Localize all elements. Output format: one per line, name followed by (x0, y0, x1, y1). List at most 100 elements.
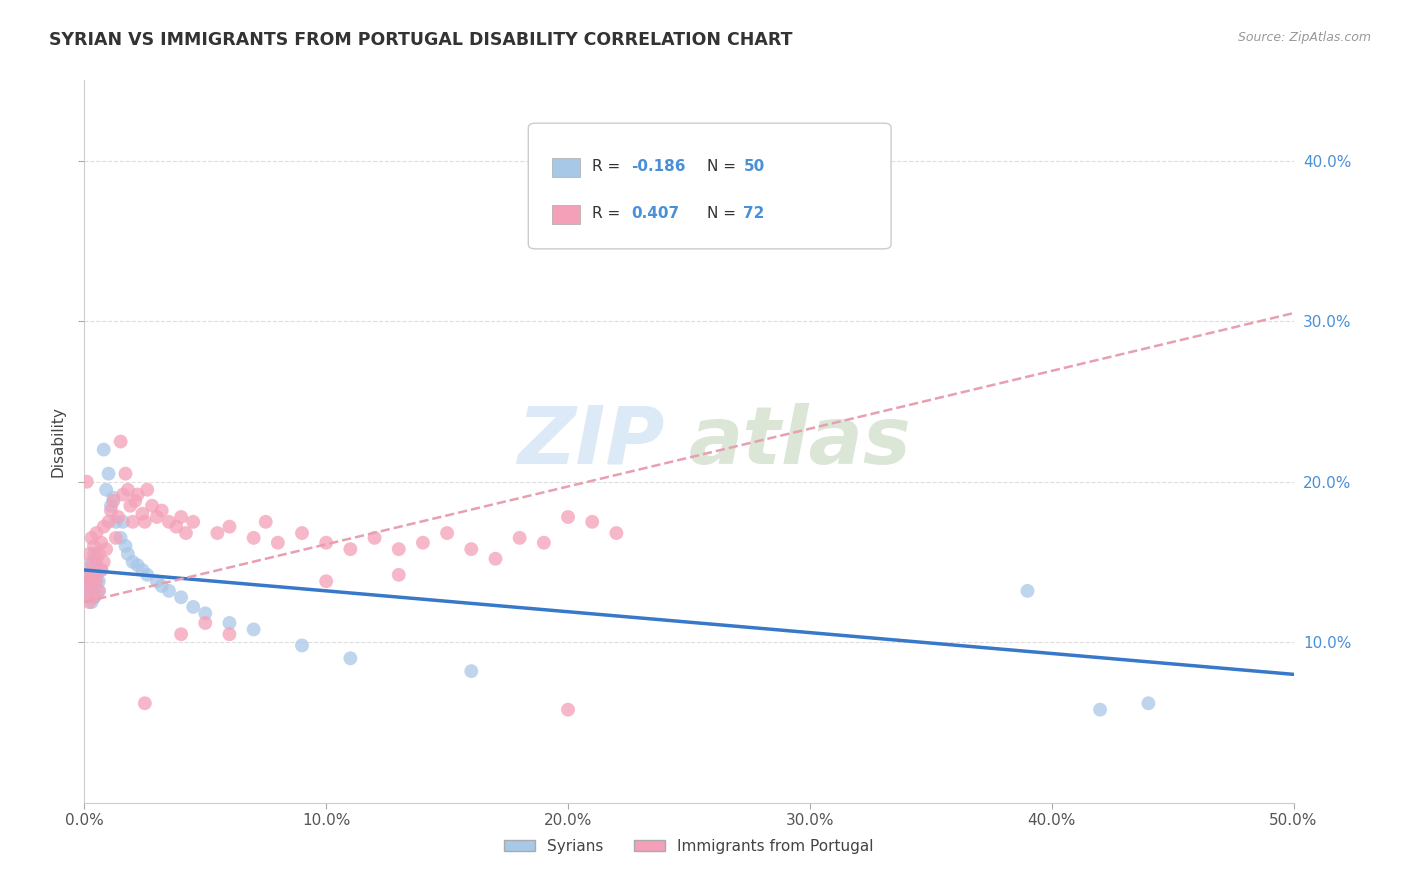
Point (93, 442, 115, 457)
Point (103, 491, 125, 505)
Point (170, 591, 193, 605)
Point (131, 563, 153, 577)
Point (181, 515, 204, 529)
Point (83, 571, 105, 585)
Point (97, 467, 120, 481)
Point (110, 434, 132, 449)
Point (100, 503, 122, 517)
Point (388, 542, 411, 557)
Point (1137, 696, 1160, 710)
Point (460, 542, 482, 557)
Point (339, 651, 361, 665)
Point (117, 547, 139, 561)
Point (104, 531, 127, 545)
Point (77, 595, 100, 609)
Point (581, 515, 603, 529)
Point (218, 519, 240, 533)
Point (117, 483, 139, 497)
Point (134, 696, 156, 710)
Point (146, 574, 169, 589)
Point (87, 547, 110, 561)
Point (291, 526, 314, 541)
Point (90, 563, 112, 577)
Point (93, 519, 115, 533)
Text: Source: ZipAtlas.com: Source: ZipAtlas.com (1237, 31, 1371, 45)
Point (77, 574, 100, 589)
Text: R =: R = (592, 160, 624, 174)
Point (104, 515, 127, 529)
Point (484, 551, 506, 566)
Point (77, 547, 100, 561)
Point (86, 571, 108, 585)
Point (157, 583, 180, 598)
Point (254, 515, 277, 529)
Point (557, 510, 579, 524)
Point (120, 499, 142, 513)
Text: SYRIAN VS IMMIGRANTS FROM PORTUGAL DISABILITY CORRELATION CHART: SYRIAN VS IMMIGRANTS FROM PORTUGAL DISAB… (49, 31, 793, 49)
Point (86, 574, 108, 589)
Point (557, 703, 579, 717)
Point (80, 577, 103, 591)
Point (127, 558, 149, 573)
Point (83, 547, 105, 561)
Point (509, 531, 531, 545)
Point (218, 627, 240, 641)
Point (363, 531, 385, 545)
Y-axis label: Disability: Disability (51, 406, 66, 477)
Point (103, 494, 125, 508)
Point (76, 587, 98, 601)
Point (112, 487, 135, 501)
Point (267, 535, 290, 549)
Text: 50: 50 (744, 160, 765, 174)
Point (181, 599, 204, 614)
Point (87, 574, 110, 589)
Legend: Syrians, Immigrants from Portugal: Syrians, Immigrants from Portugal (498, 833, 880, 860)
Point (146, 510, 169, 524)
Point (76, 579, 98, 593)
Point (94, 542, 117, 557)
Point (533, 535, 555, 549)
Point (93, 555, 115, 569)
Text: -0.186: -0.186 (631, 160, 686, 174)
Point (80, 595, 103, 609)
Point (77, 582, 100, 597)
Point (76, 571, 98, 585)
Point (315, 574, 337, 589)
Point (315, 535, 337, 549)
Text: ZIP: ZIP (517, 402, 665, 481)
Point (90, 535, 112, 549)
Point (134, 515, 156, 529)
Point (174, 526, 197, 541)
Point (83, 579, 105, 593)
Point (112, 515, 135, 529)
Point (194, 615, 217, 630)
Point (77, 574, 100, 589)
Point (77, 591, 100, 605)
Point (80, 583, 103, 598)
Point (86, 551, 108, 566)
Point (114, 539, 136, 553)
Point (87, 583, 110, 598)
Point (460, 664, 482, 678)
Point (80, 579, 103, 593)
Point (121, 555, 143, 569)
Point (150, 503, 173, 517)
Point (412, 535, 434, 549)
Point (80, 531, 103, 545)
Point (86, 558, 108, 573)
Text: N =: N = (707, 206, 741, 221)
Point (1088, 703, 1111, 717)
Point (1017, 583, 1039, 598)
Text: atlas: atlas (689, 402, 911, 481)
Point (110, 531, 132, 545)
Point (80, 563, 103, 577)
Point (218, 615, 240, 630)
Point (83, 539, 105, 553)
Text: R =: R = (592, 206, 624, 221)
Point (170, 627, 193, 641)
Point (76, 571, 98, 585)
Text: 72: 72 (744, 206, 765, 221)
Point (83, 567, 105, 582)
Point (131, 507, 153, 521)
Point (141, 499, 163, 513)
